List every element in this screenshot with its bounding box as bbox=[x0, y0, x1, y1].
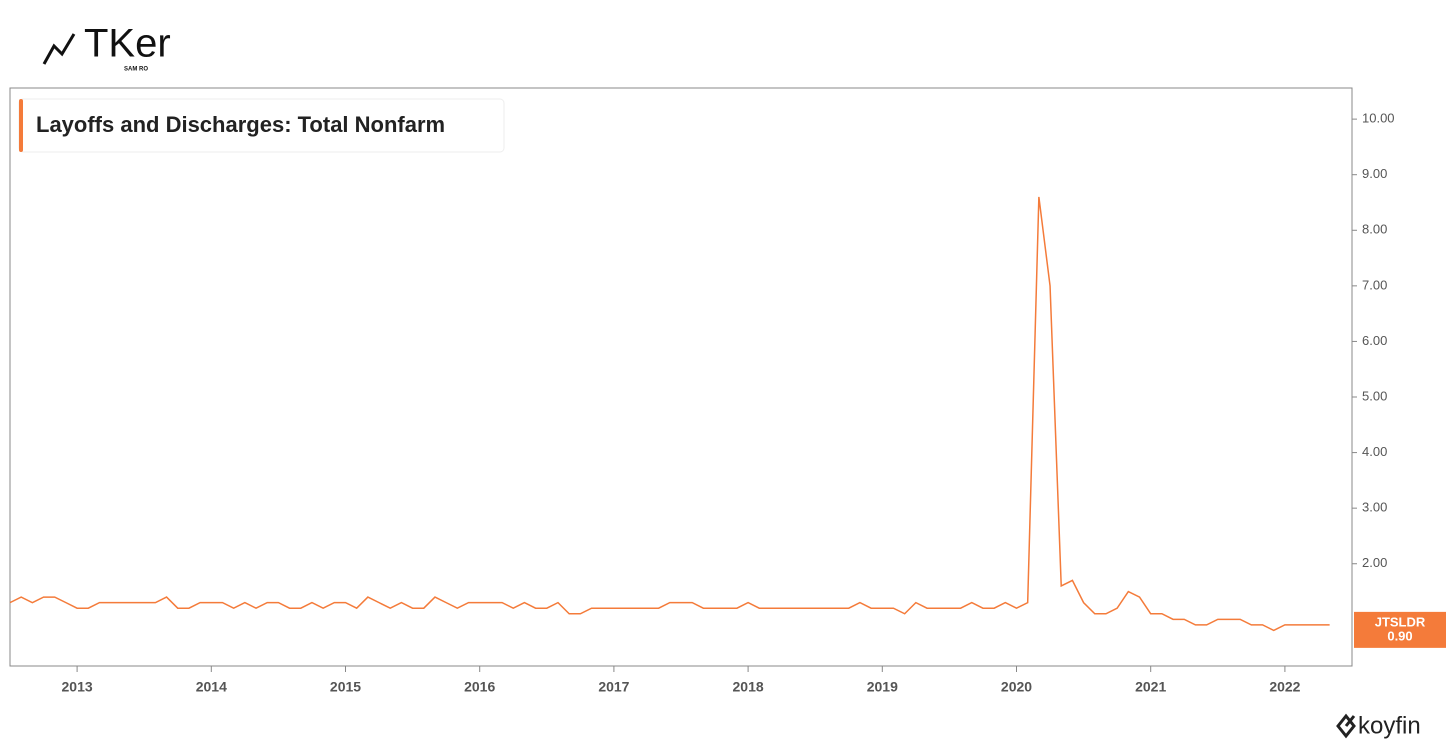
x-tick-label: 2017 bbox=[598, 679, 629, 695]
line-series bbox=[9, 196, 1330, 632]
logo-byline: SAM RO bbox=[124, 67, 148, 73]
chart-title: Layoffs and Discharges: Total Nonfarm bbox=[36, 112, 445, 137]
x-tick-label: 2015 bbox=[330, 679, 361, 695]
last-value-box bbox=[1354, 611, 1446, 648]
y-tick-label: 3.00 bbox=[1362, 500, 1387, 515]
x-tick-label: 2014 bbox=[196, 679, 227, 695]
y-tick-label: 7.00 bbox=[1362, 277, 1387, 292]
x-tick-label: 2021 bbox=[1135, 679, 1166, 695]
brand-logo: koyfin bbox=[1336, 712, 1421, 739]
x-tick-label: 2018 bbox=[733, 679, 764, 695]
x-tick-label: 2013 bbox=[62, 679, 93, 695]
brand-name: koyfin bbox=[1358, 712, 1421, 739]
x-tick-label: 2022 bbox=[1269, 679, 1300, 695]
y-tick-label: 8.00 bbox=[1362, 222, 1387, 237]
logo-name: TKer bbox=[84, 22, 171, 66]
series-name: JTSLDR bbox=[1375, 614, 1426, 629]
y-tick-label: 5.00 bbox=[1362, 388, 1387, 403]
title-accent bbox=[19, 99, 23, 152]
x-tick-label: 2016 bbox=[464, 679, 495, 695]
y-tick-label: 4.00 bbox=[1362, 444, 1387, 459]
y-tick-label: 2.00 bbox=[1362, 555, 1387, 570]
x-tick-label: 2019 bbox=[867, 679, 898, 695]
y-tick-label: 10.00 bbox=[1362, 111, 1395, 126]
last-value-label: 0.90 bbox=[1387, 628, 1412, 643]
logo-icon bbox=[42, 33, 76, 65]
y-tick-label: 9.00 bbox=[1362, 166, 1387, 181]
brand-icon bbox=[1336, 713, 1356, 739]
y-tick-label: 6.00 bbox=[1362, 333, 1387, 348]
x-tick-label: 2020 bbox=[1001, 679, 1032, 695]
plot-frame bbox=[9, 87, 1353, 667]
